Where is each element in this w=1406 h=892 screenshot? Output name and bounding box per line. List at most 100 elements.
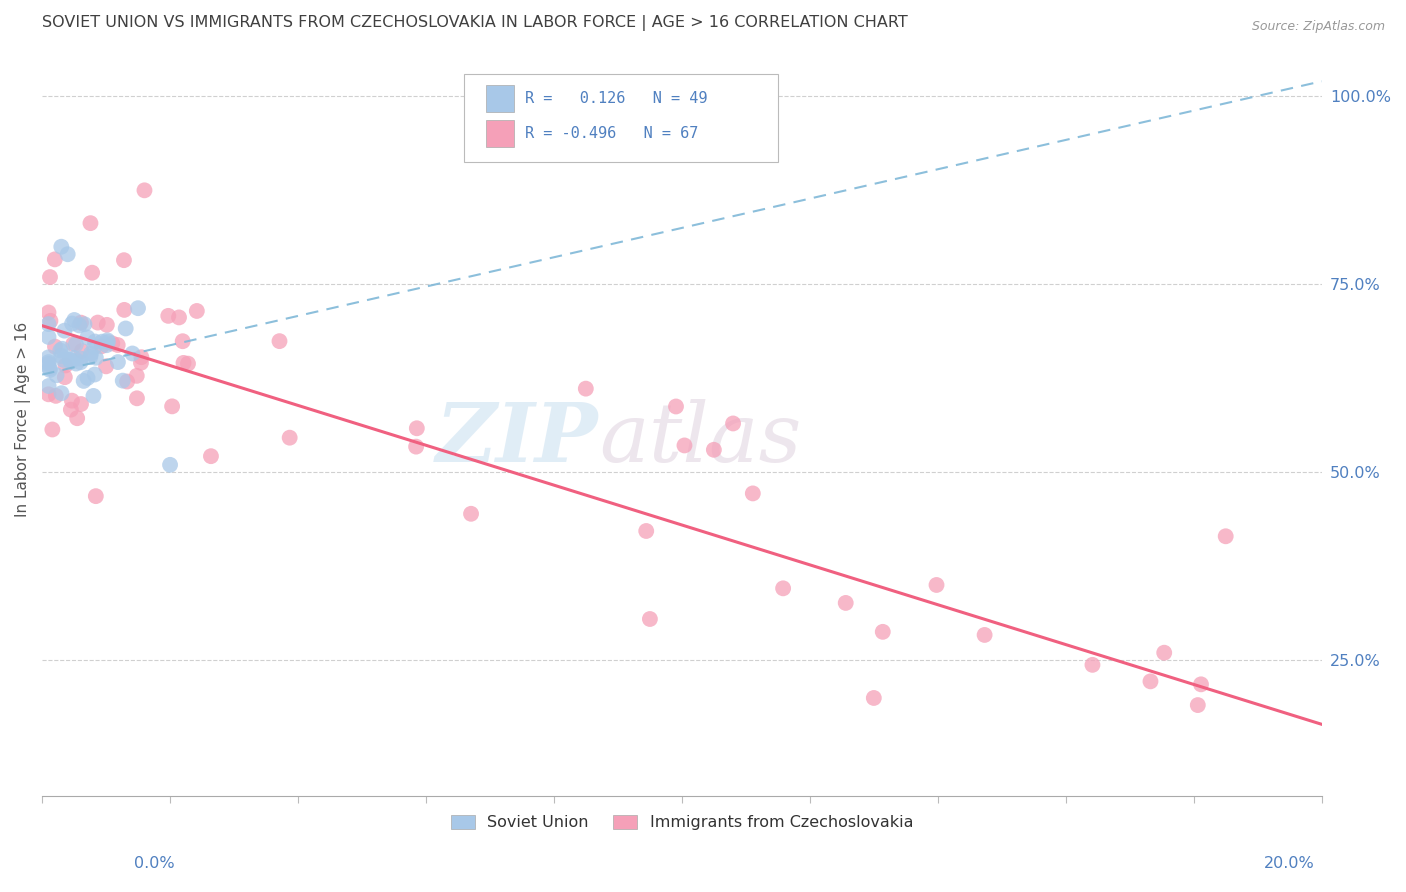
Point: [673, 438, 696, 452]
Bar: [486, 120, 515, 146]
Point: [872, 624, 894, 639]
Point: [52, 352, 75, 367]
Text: 20.0%: 20.0%: [1264, 856, 1315, 871]
Point: [56, 247, 79, 261]
Point: [111, 374, 134, 388]
Point: [83, 368, 105, 382]
Point: [160, 400, 183, 414]
Point: [107, 338, 129, 352]
Point: [278, 431, 301, 445]
Point: [172, 334, 194, 349]
Point: [80, 346, 103, 360]
Point: [38, 357, 60, 371]
Point: [91, 334, 114, 349]
Bar: [486, 85, 515, 112]
Point: [90, 339, 112, 353]
Point: [167, 310, 190, 325]
Point: [1139, 674, 1161, 689]
Point: [107, 355, 129, 369]
Point: [862, 690, 884, 705]
Point: [59, 355, 82, 369]
Point: [114, 321, 136, 335]
Point: [134, 183, 156, 197]
Point: [575, 382, 598, 396]
Point: [84, 351, 107, 365]
Legend: Soviet Union, Immigrants from Czechoslovakia: Soviet Union, Immigrants from Czechoslov…: [444, 808, 920, 837]
Point: [405, 440, 427, 454]
Point: [62, 337, 84, 351]
Point: [84, 334, 107, 349]
Text: R =   0.126   N = 49: R = 0.126 N = 49: [524, 91, 707, 106]
Point: [59, 353, 82, 368]
Point: [97, 334, 120, 349]
Point: [38, 387, 60, 401]
Point: [41, 422, 63, 436]
Point: [45, 368, 67, 383]
Point: [38, 361, 60, 376]
Point: [835, 596, 858, 610]
Point: [51, 349, 73, 363]
Point: [112, 253, 135, 268]
Point: [51, 342, 73, 356]
Point: [76, 330, 98, 344]
Point: [69, 351, 91, 366]
Point: [76, 371, 98, 385]
Point: [721, 417, 744, 431]
Point: [173, 356, 195, 370]
Point: [83, 340, 105, 354]
Text: ZIP: ZIP: [436, 399, 599, 478]
Point: [60, 317, 83, 331]
Point: [115, 375, 138, 389]
Point: [38, 330, 60, 344]
Point: [96, 338, 118, 352]
Point: [121, 346, 143, 360]
Point: [1189, 677, 1212, 691]
Point: [87, 316, 110, 330]
Point: [79, 216, 101, 230]
Point: [65, 337, 87, 351]
Point: [59, 402, 82, 417]
Text: R = -0.496   N = 67: R = -0.496 N = 67: [524, 126, 697, 141]
Point: [63, 313, 86, 327]
Point: [73, 317, 96, 331]
Point: [1215, 529, 1237, 543]
Y-axis label: In Labor Force | Age > 16: In Labor Force | Age > 16: [15, 322, 31, 517]
Point: [45, 389, 67, 403]
Point: [96, 334, 118, 348]
Point: [269, 334, 291, 348]
Point: [125, 368, 148, 383]
Point: [186, 304, 208, 318]
Point: [38, 363, 60, 377]
Point: [62, 351, 84, 365]
Point: [53, 324, 76, 338]
Point: [1153, 646, 1175, 660]
Point: [38, 317, 60, 331]
Point: [51, 240, 73, 254]
Point: [82, 389, 104, 403]
Point: [1081, 657, 1104, 672]
Point: [82, 266, 104, 280]
Point: [53, 370, 76, 384]
Point: [69, 355, 91, 369]
Point: [60, 393, 83, 408]
Text: Source: ZipAtlas.com: Source: ZipAtlas.com: [1251, 20, 1385, 33]
Point: [51, 386, 73, 401]
Point: [70, 397, 93, 411]
Point: [177, 357, 200, 371]
FancyBboxPatch shape: [464, 74, 778, 162]
Point: [67, 318, 90, 333]
Point: [129, 356, 152, 370]
Point: [159, 458, 181, 472]
Point: [741, 486, 763, 500]
Point: [94, 359, 117, 374]
Point: [157, 309, 180, 323]
Point: [66, 411, 89, 425]
Point: [703, 442, 725, 457]
Point: [70, 316, 93, 330]
Point: [125, 392, 148, 406]
Point: [79, 350, 101, 364]
Point: [49, 343, 72, 358]
Point: [925, 578, 948, 592]
Point: [112, 302, 135, 317]
Point: [638, 612, 661, 626]
